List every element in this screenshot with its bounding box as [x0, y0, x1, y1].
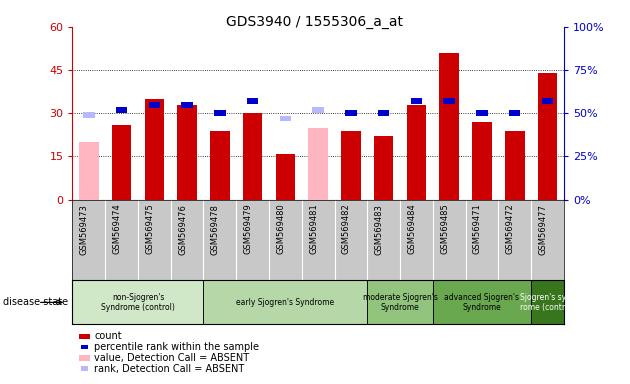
Text: GSM569474: GSM569474 — [113, 204, 122, 255]
Text: GSM569478: GSM569478 — [211, 204, 220, 255]
Text: GSM569475: GSM569475 — [146, 204, 154, 255]
Text: Sjogren's synd
rome (control): Sjogren's synd rome (control) — [520, 293, 575, 312]
Text: count: count — [94, 331, 122, 341]
Text: GSM569472: GSM569472 — [506, 204, 515, 255]
Bar — [341, 131, 361, 200]
Bar — [308, 127, 328, 200]
Bar — [374, 136, 394, 200]
Bar — [509, 111, 520, 116]
Text: non-Sjogren's
Syndrome (control): non-Sjogren's Syndrome (control) — [101, 293, 175, 312]
Bar — [144, 99, 164, 200]
Bar — [345, 111, 357, 116]
Bar — [378, 111, 389, 116]
Text: GSM569481: GSM569481 — [309, 204, 318, 255]
Bar — [472, 122, 492, 200]
Bar — [149, 102, 160, 108]
Bar — [83, 112, 94, 118]
Text: GSM569476: GSM569476 — [178, 204, 187, 255]
Text: value, Detection Call = ABSENT: value, Detection Call = ABSENT — [94, 353, 249, 363]
Bar — [476, 111, 488, 116]
Bar — [243, 113, 263, 200]
Text: GSM569482: GSM569482 — [342, 204, 351, 255]
Bar — [181, 102, 193, 108]
Text: GSM569473: GSM569473 — [80, 204, 89, 255]
Text: rank, Detection Call = ABSENT: rank, Detection Call = ABSENT — [94, 364, 244, 374]
Bar — [116, 107, 127, 113]
Bar — [537, 73, 558, 200]
Text: advanced Sjogren's
Syndrome: advanced Sjogren's Syndrome — [444, 293, 520, 312]
Text: percentile rank within the sample: percentile rank within the sample — [94, 342, 260, 352]
Text: disease state: disease state — [3, 297, 68, 308]
Bar — [367, 280, 433, 324]
Bar — [214, 111, 226, 116]
Bar — [275, 154, 295, 200]
Bar — [433, 280, 531, 324]
Text: moderate Sjogren's
Syndrome: moderate Sjogren's Syndrome — [363, 293, 437, 312]
Bar — [444, 98, 455, 104]
Text: GSM569477: GSM569477 — [539, 204, 547, 255]
Text: GSM569484: GSM569484 — [408, 204, 416, 255]
Text: GSM569485: GSM569485 — [440, 204, 449, 255]
Bar — [112, 125, 132, 200]
Bar — [505, 131, 525, 200]
Bar — [177, 104, 197, 200]
Text: GSM569480: GSM569480 — [277, 204, 285, 255]
Bar — [203, 280, 367, 324]
Bar — [79, 142, 99, 200]
Bar — [542, 98, 553, 104]
Text: GDS3940 / 1555306_a_at: GDS3940 / 1555306_a_at — [227, 15, 403, 29]
Bar — [280, 116, 291, 121]
Bar — [406, 104, 427, 200]
Bar — [247, 98, 258, 104]
Text: GSM569483: GSM569483 — [375, 204, 384, 255]
Bar — [411, 98, 422, 104]
Bar — [210, 131, 230, 200]
Bar — [531, 280, 564, 324]
Text: GSM569479: GSM569479 — [244, 204, 253, 255]
Text: early Sjogren's Syndrome: early Sjogren's Syndrome — [236, 298, 335, 307]
Bar — [72, 280, 203, 324]
Text: GSM569471: GSM569471 — [473, 204, 482, 255]
Bar — [312, 107, 324, 113]
Bar — [439, 53, 459, 200]
